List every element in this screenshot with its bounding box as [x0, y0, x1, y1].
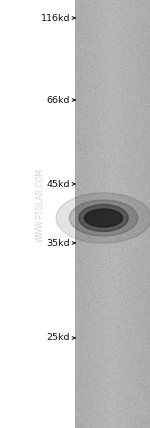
Text: 66kd: 66kd — [46, 95, 70, 104]
Text: WWW.PTGLAB.COM: WWW.PTGLAB.COM — [36, 169, 45, 242]
Ellipse shape — [69, 200, 138, 236]
Ellipse shape — [79, 205, 128, 232]
Text: 35kd: 35kd — [46, 238, 70, 247]
Ellipse shape — [84, 209, 123, 227]
Ellipse shape — [56, 193, 150, 243]
Text: 25kd: 25kd — [46, 333, 70, 342]
Text: 45kd: 45kd — [46, 179, 70, 188]
Text: 116kd: 116kd — [40, 14, 70, 23]
